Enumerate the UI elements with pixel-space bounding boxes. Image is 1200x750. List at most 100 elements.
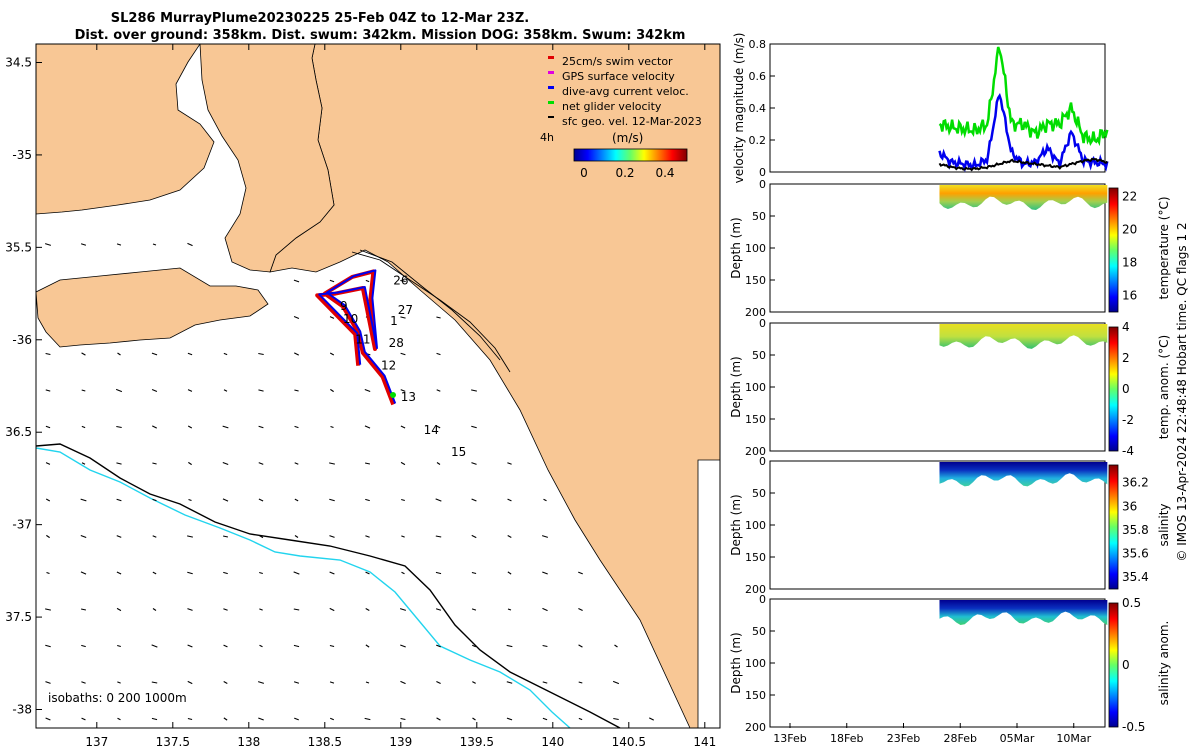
- sfc-vector: [152, 462, 157, 465]
- sfc-vector: [293, 315, 300, 320]
- sfc-vector: [542, 571, 548, 575]
- sfc-vector: [80, 534, 87, 539]
- sfc-vector: [436, 644, 441, 648]
- sfc-vector: [400, 461, 406, 466]
- legend-label-swim: 25cm/s swim vector: [562, 55, 673, 68]
- sfc-vector: [365, 681, 370, 684]
- sfc-vector: [294, 352, 299, 356]
- sfc-vector: [365, 608, 370, 611]
- section-colorbar: [1108, 326, 1119, 452]
- sfc-vector: [400, 425, 406, 429]
- date-tick-label: 05Mar: [1000, 732, 1035, 745]
- sfc-vector: [471, 462, 477, 465]
- sfc-vector: [187, 242, 193, 247]
- sfc-vector: [258, 389, 264, 392]
- sfc-vector: [294, 717, 299, 721]
- depth-tick-label: 200: [745, 721, 766, 734]
- map-ytick-label: -36: [12, 333, 32, 347]
- vel-ytick-label: 0.8: [749, 38, 767, 51]
- sfc-vector: [223, 717, 228, 721]
- sfc-vector: [187, 389, 193, 392]
- colorbar-unit-label: (m/s): [612, 131, 643, 145]
- velocity-series: [938, 46, 1109, 173]
- depth-tick-label: 100: [745, 381, 766, 394]
- sfc-vector: [46, 571, 50, 575]
- sfc-vector: [400, 279, 406, 283]
- sfc-vector: [151, 644, 158, 648]
- land-kangaroo-island: [36, 267, 269, 348]
- isobath-200m: [36, 443, 621, 728]
- sfc-vector: [578, 608, 583, 611]
- map-xtick-label: 137: [85, 735, 108, 749]
- date-tick-label: 18Feb: [830, 732, 863, 745]
- map-xtick-label: 140.5: [612, 735, 646, 749]
- sfc-vector: [471, 644, 477, 648]
- sfc-vector: [614, 644, 618, 648]
- sfc-vector: [81, 717, 86, 721]
- sfc-vector: [116, 571, 122, 575]
- sfc-vector: [543, 498, 547, 502]
- sfc-vector: [329, 498, 335, 502]
- map-ytick-label: -35: [12, 148, 32, 162]
- day-label: 10: [343, 312, 358, 326]
- sfc-vector: [152, 498, 157, 502]
- sfc-vector: [222, 461, 229, 466]
- sfc-vector: [187, 644, 193, 648]
- colorbar-tick-label: 0: [1122, 658, 1130, 672]
- colorbar-tick-label: 2: [1122, 351, 1130, 365]
- colorbar-label: salinity anom.: [1157, 621, 1171, 706]
- colorbar-label: salinity: [1157, 503, 1171, 546]
- sfc-vector: [188, 498, 192, 502]
- sfc-vector: [222, 535, 229, 538]
- colorbar-tick-label: 36: [1122, 499, 1137, 513]
- sfc-vector: [187, 535, 193, 538]
- legend-swatch-swim: [548, 56, 554, 59]
- sfc-vector: [400, 680, 406, 685]
- map-x-axis: 137 137.5 138 138.5 139 139.5 140 140.5 141: [85, 44, 716, 749]
- sfc-vector: [223, 681, 228, 684]
- colorbar-tick-label: 4: [1122, 320, 1130, 334]
- sfc-vector: [399, 608, 407, 611]
- vel-series-line: [938, 92, 1109, 173]
- vel-series-line: [938, 157, 1109, 172]
- depth-tick-label: 150: [745, 274, 766, 287]
- sfc-vector: [45, 389, 51, 392]
- section-colorbar: [1108, 187, 1119, 313]
- sfc-vector: [329, 535, 335, 538]
- colorbar-tick-label: 36.2: [1122, 476, 1149, 490]
- depth-tick-label: 100: [745, 242, 766, 255]
- land-fleurieu: [199, 44, 335, 273]
- legend-swatch-sfc: [548, 116, 554, 118]
- sfc-vector: [117, 644, 121, 648]
- sfc-vector: [612, 680, 620, 685]
- sfc-vector: [293, 571, 300, 575]
- sfc-vector: [45, 462, 51, 465]
- sfc-vector: [365, 279, 370, 283]
- colorbar-tick-label: 0.5: [1122, 596, 1141, 610]
- sfc-vector: [329, 681, 335, 684]
- sfc-vector: [293, 681, 300, 684]
- sfc-vector: [257, 681, 265, 684]
- sfc-vector: [46, 534, 50, 539]
- sfc-vector: [400, 389, 406, 392]
- sfc-vector: [400, 644, 406, 648]
- sfc-vector: [329, 607, 335, 612]
- depth-tick-label: 0: [759, 178, 766, 191]
- sfc-vector: [400, 352, 406, 356]
- sfc-vector: [152, 425, 157, 429]
- sfc-vector: [223, 644, 228, 648]
- sfc-vector: [187, 608, 193, 611]
- depth-tick-label: 50: [752, 349, 766, 362]
- sfc-vector: [151, 717, 158, 721]
- depth-tick-label: 150: [745, 689, 766, 702]
- date-tick-label: 23Feb: [887, 732, 920, 745]
- sfc-vector: [116, 607, 122, 612]
- sfc-vector: [329, 279, 335, 283]
- section-colorbar: [1108, 602, 1119, 728]
- sfc-vector: [45, 498, 51, 502]
- sfc-vector: [45, 717, 51, 721]
- sfc-vector: [542, 644, 548, 648]
- sfc-vector: [187, 425, 193, 429]
- colorbar-tick-label: 0: [1122, 382, 1130, 396]
- sfc-vector: [435, 571, 442, 575]
